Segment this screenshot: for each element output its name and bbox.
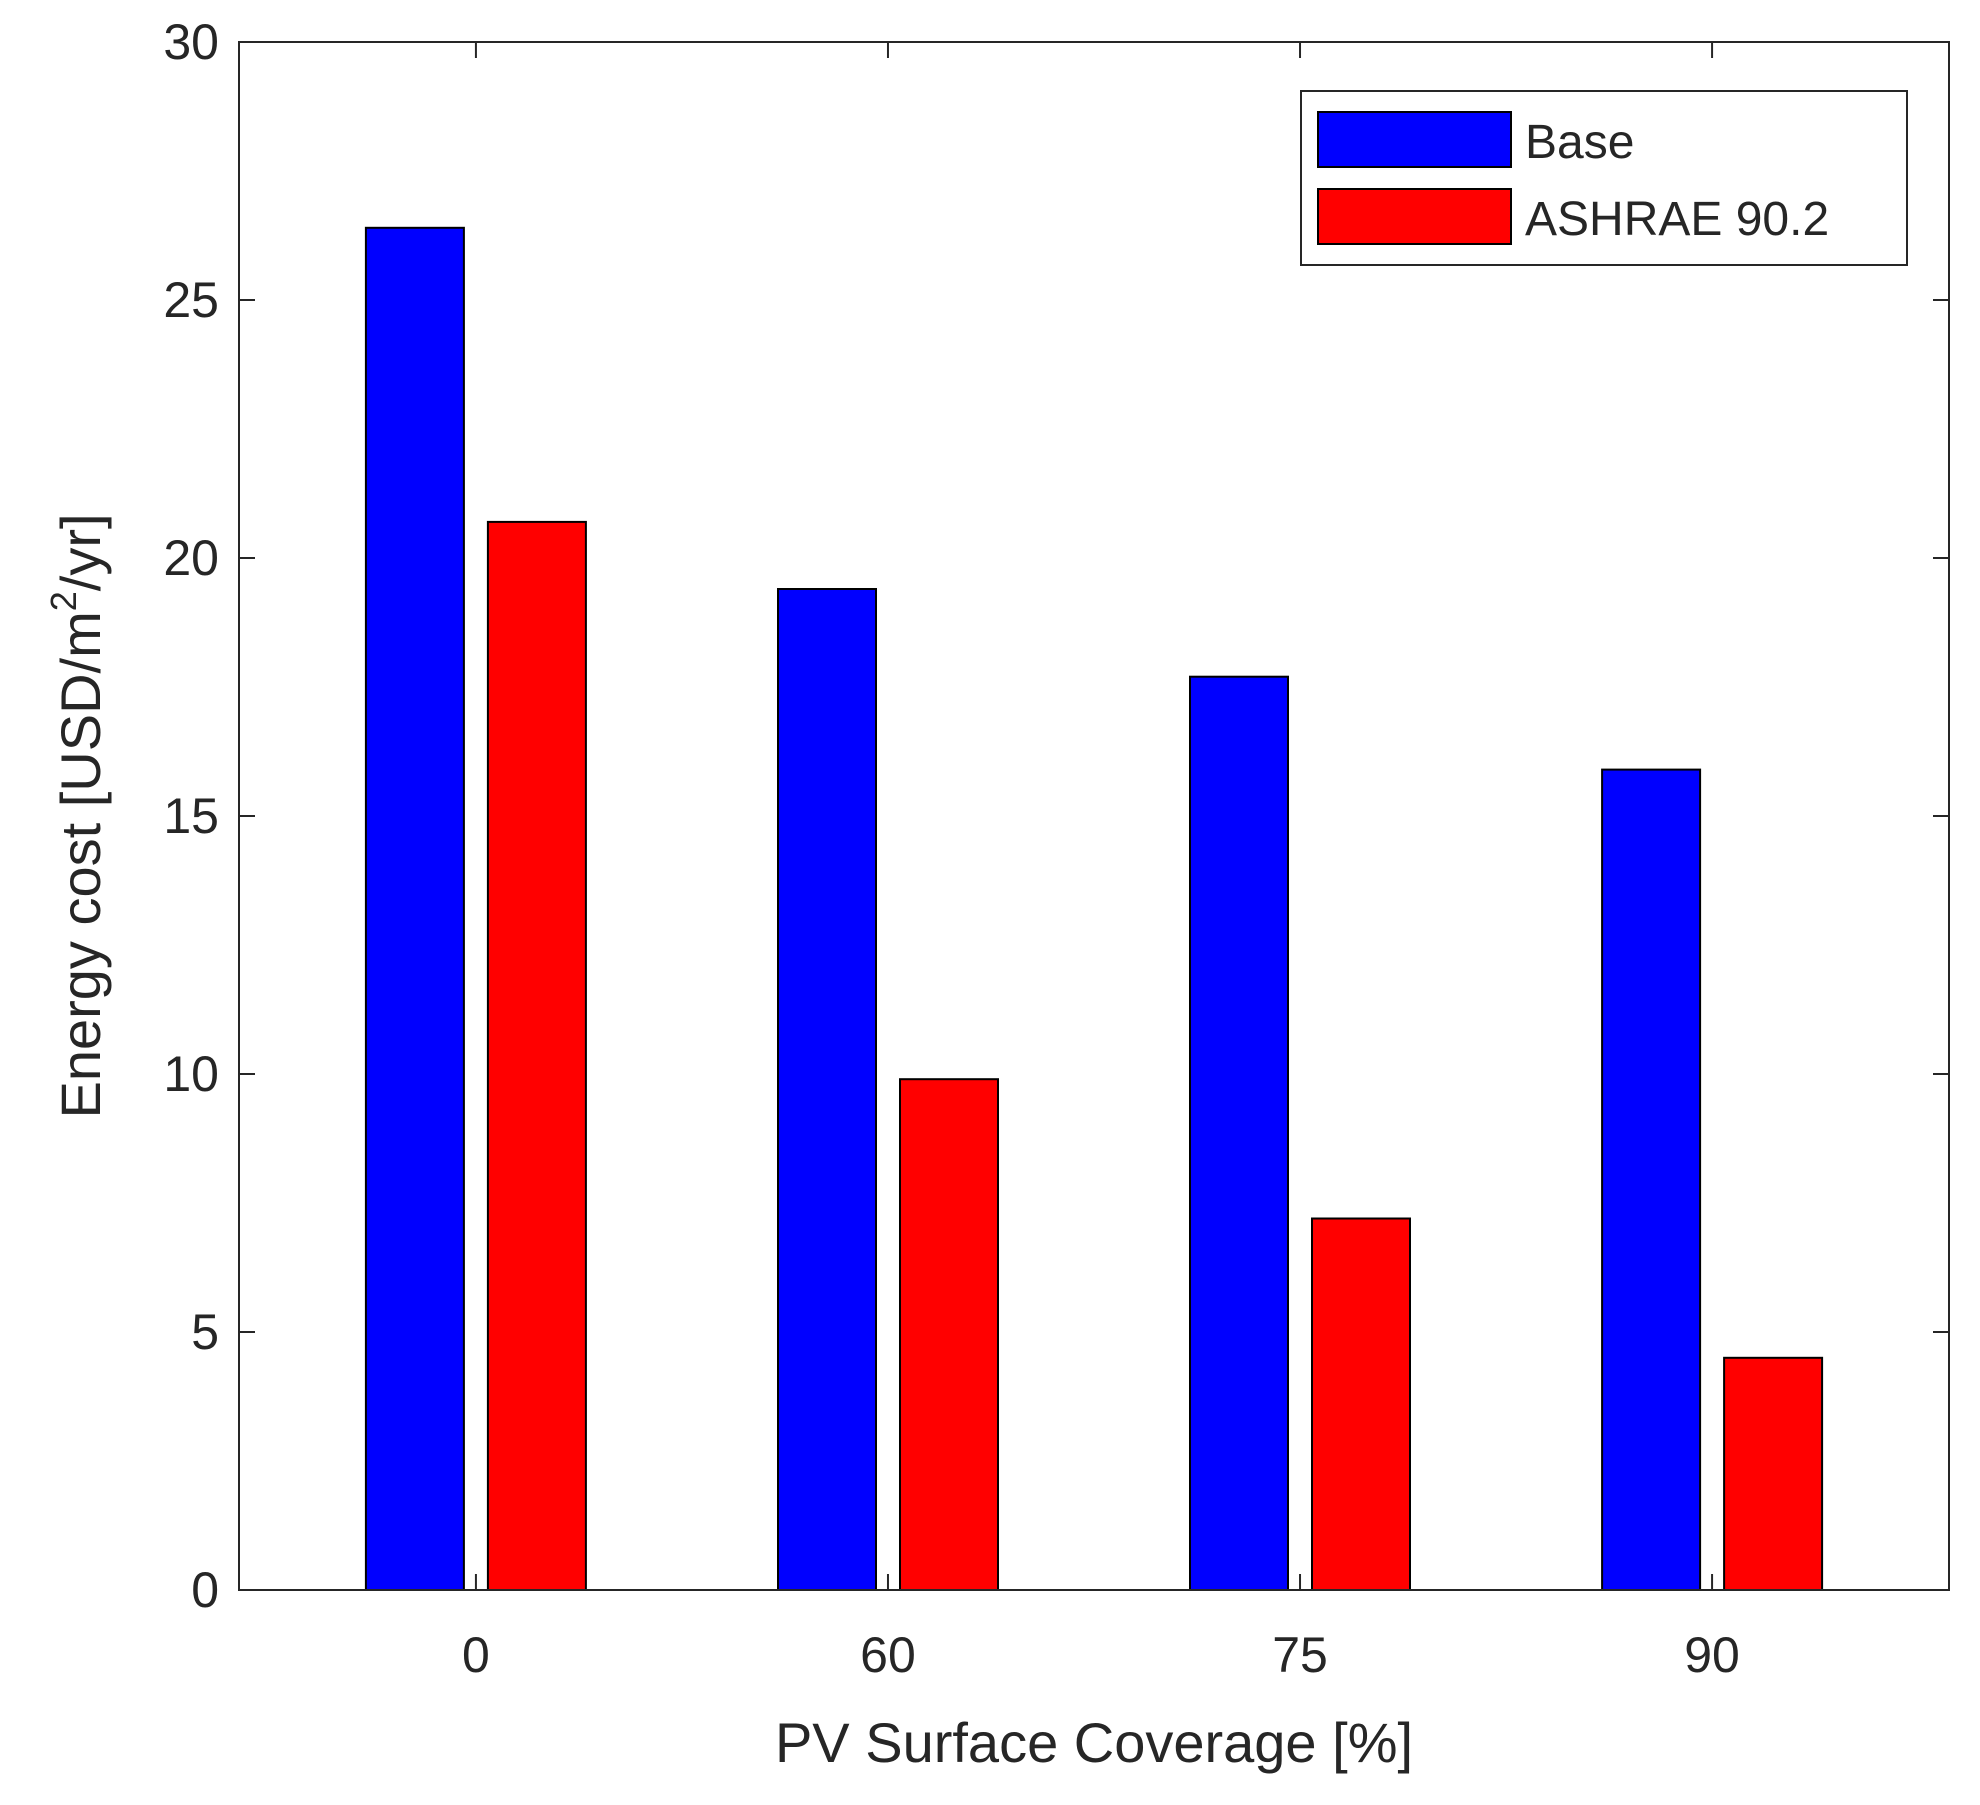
bar-ashrae-75	[1311, 1217, 1411, 1591]
bar-ashrae-0	[486, 520, 587, 1591]
legend-label-base: Base	[1525, 116, 1634, 169]
y-axis-label: Energy cost [USD/m2/yr]	[43, 513, 112, 1118]
y-tick-label-0: 0	[191, 1562, 219, 1618]
y-tick-label-25: 25	[163, 272, 219, 328]
y-tick-label-20: 20	[163, 530, 219, 586]
x-tick-label-75: 75	[1272, 1627, 1328, 1683]
x-tick-label-60: 60	[860, 1627, 916, 1683]
y-axis-label-superscript: 2	[43, 591, 84, 611]
y-tick-label-15: 15	[163, 788, 219, 844]
bar-base-60	[777, 588, 877, 1591]
y-axis-label-main: Energy cost [USD/m	[49, 611, 112, 1118]
bar-base-75	[1189, 675, 1289, 1591]
legend-label-ashrae: ASHRAE 90.2	[1525, 193, 1829, 246]
y-tick-label-10: 10	[163, 1046, 219, 1102]
y-axis-label-unit: /yr]	[49, 513, 112, 591]
bar-ashrae-60	[899, 1078, 999, 1591]
bar-base-90	[1601, 768, 1702, 1591]
x-tick-label-0: 0	[462, 1627, 490, 1683]
legend-swatch-base	[1317, 111, 1512, 168]
legend: Base ASHRAE 90.2	[1300, 90, 1908, 266]
bars-group	[364, 226, 1824, 1592]
bar-ashrae-90	[1723, 1356, 1824, 1592]
x-tick-label-90: 90	[1684, 1627, 1740, 1683]
bar-base-0	[364, 226, 465, 1591]
y-tick-label-30: 30	[163, 14, 219, 70]
x-axis-label: PV Surface Coverage [%]	[775, 1711, 1413, 1774]
y-axis-ticks: 0 5 10 15 20 25 30	[163, 14, 1949, 1618]
y-tick-label-5: 5	[191, 1304, 219, 1360]
x-axis-ticks: 0 60 75 90	[462, 42, 1740, 1683]
legend-swatch-ashrae	[1317, 188, 1512, 245]
